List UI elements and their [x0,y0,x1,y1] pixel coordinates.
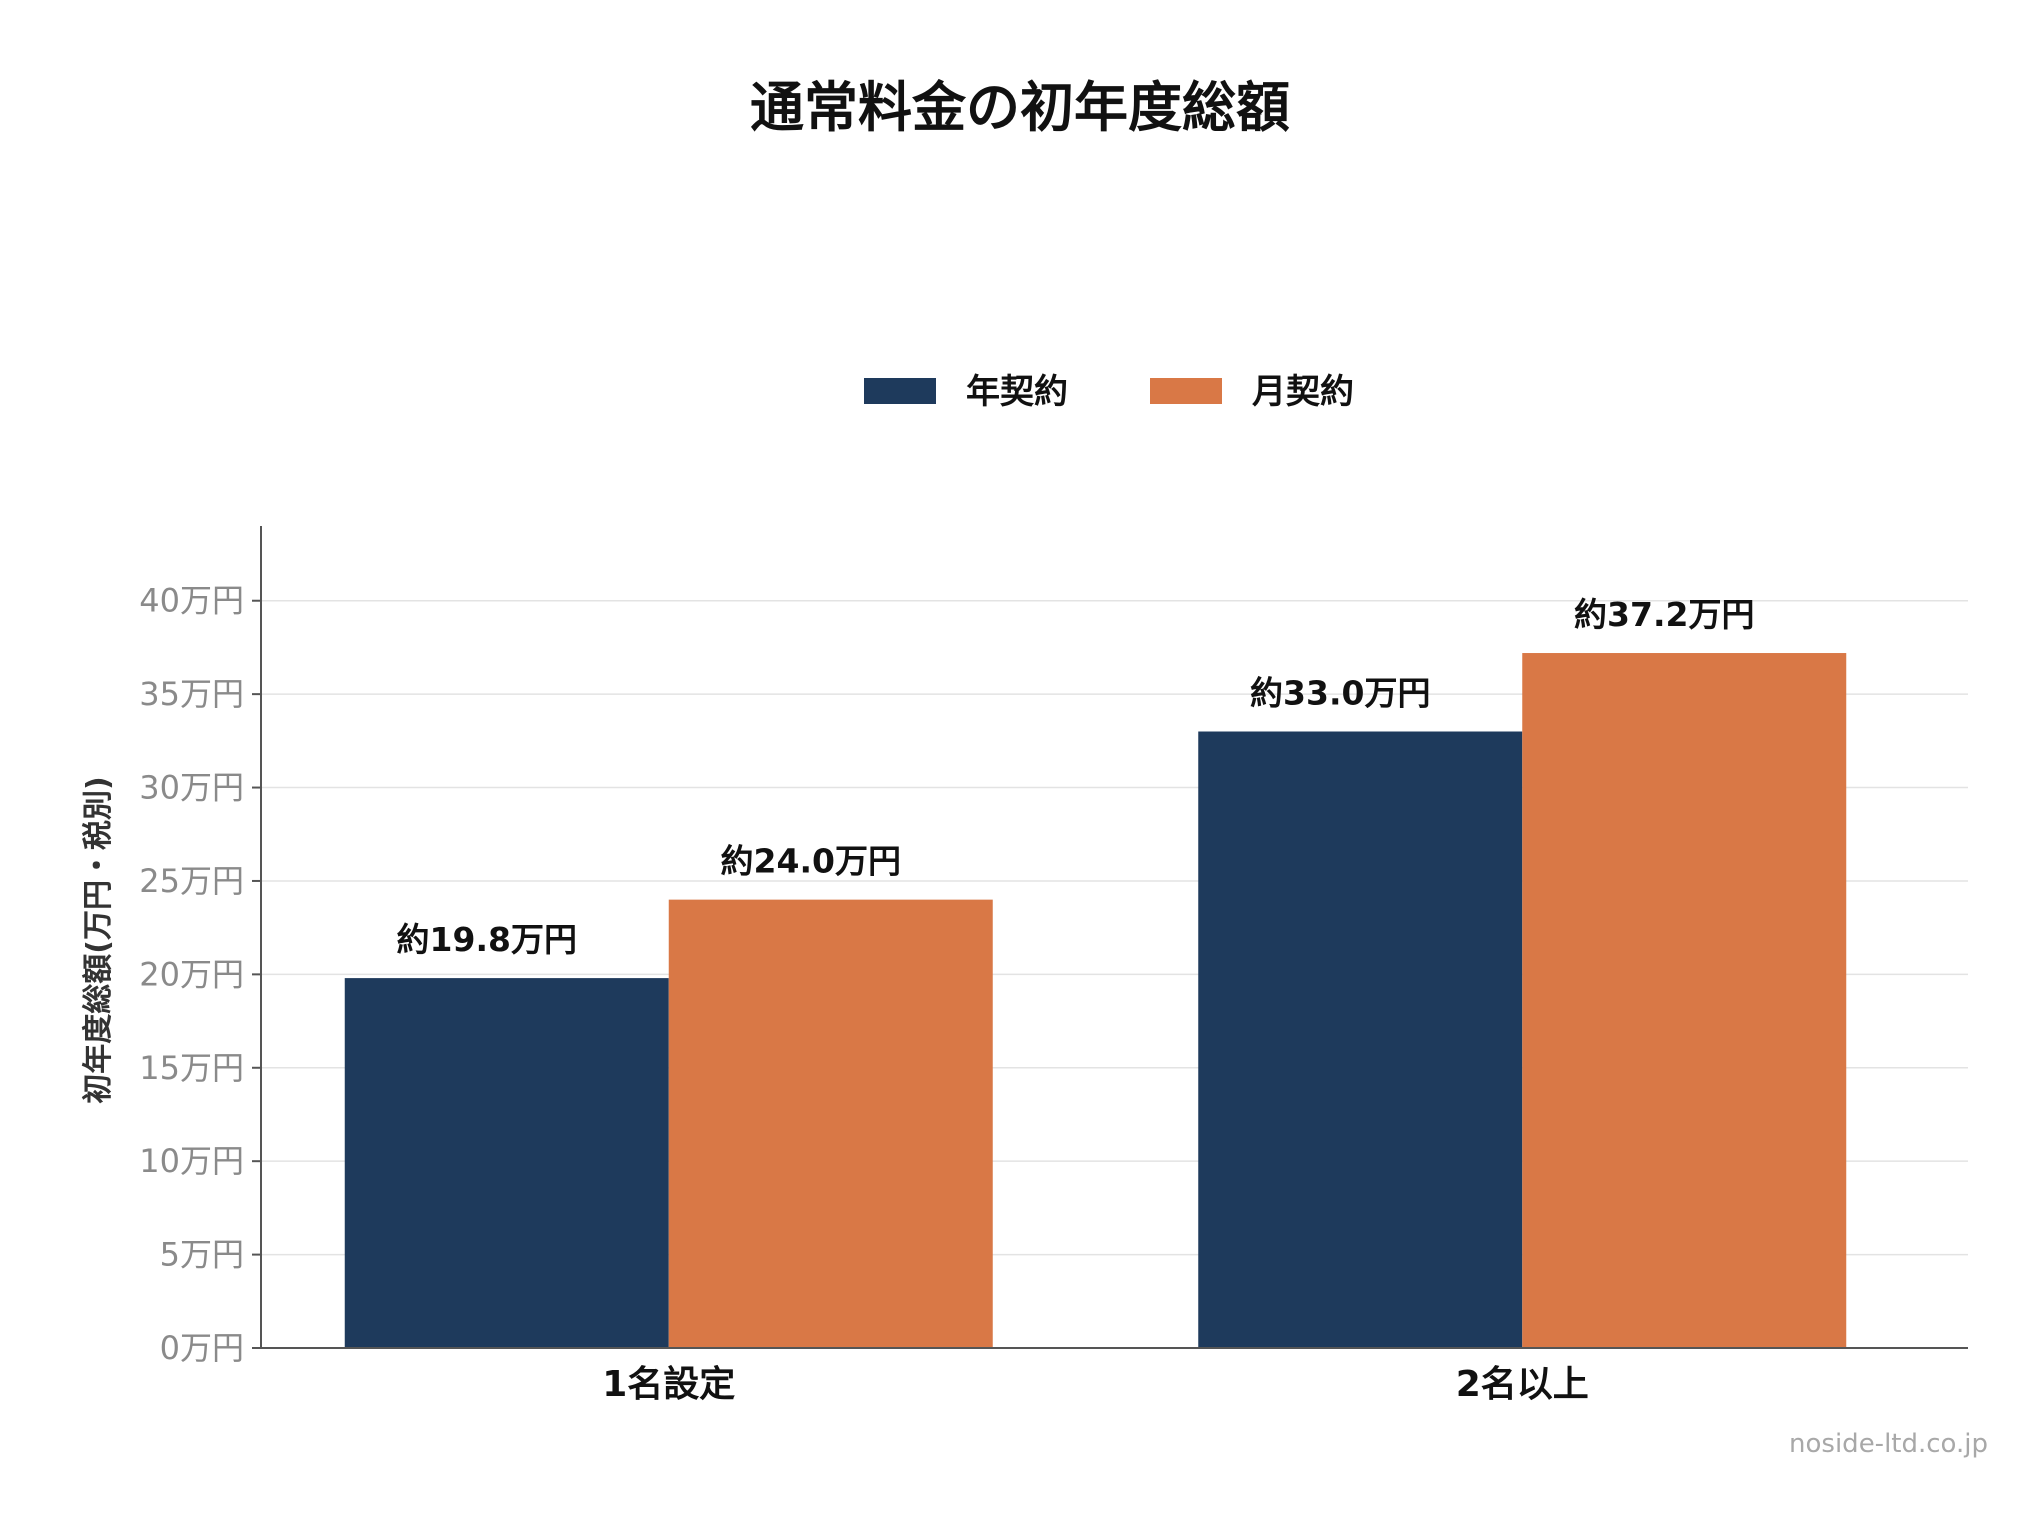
data-label: 約37.2万円 [1574,595,1754,634]
bar [1198,731,1523,1348]
data-label: 約33.0万円 [1250,674,1430,713]
data-label: 約19.8万円 [397,920,577,959]
y-tick-label: 35万円 [139,675,244,713]
data-label: 約24.0万円 [721,842,901,881]
legend-label-monthly: 月契約 [1252,372,1354,412]
y-axis-label: 初年度総額(万円・税別) [81,776,116,1103]
credit-text: noside-ltd.co.jp [1789,1429,1988,1459]
y-tick-label: 15万円 [139,1049,244,1087]
legend: 年契約 月契約 [864,372,1354,412]
y-tick-label: 30万円 [139,769,244,807]
y-axis-ticks: 0万円 5万円 10万円 15万円 20万円 25万円 30万円 35万円 40万円 [139,582,261,1367]
x-tick-label: 2名以上 [1456,1364,1589,1405]
legend-label-annual: 年契約 [966,372,1068,412]
y-tick-label: 5万円 [160,1236,244,1274]
y-tick-label: 20万円 [139,955,244,993]
x-tick-label: 1名設定 [602,1364,735,1405]
x-axis-ticks: 1名設定 2名以上 [602,1364,1589,1405]
legend-swatch-monthly [1150,378,1222,404]
bars [344,653,1847,1348]
y-tick-label: 10万円 [139,1142,244,1180]
y-tick-label: 25万円 [139,862,244,900]
bar [1522,653,1847,1348]
data-labels: 約19.8万円 約24.0万円 約33.0万円 約37.2万円 [397,595,1755,959]
chart-title: 通常料金の初年度総額 [750,76,1290,139]
y-tick-label: 40万円 [139,582,244,620]
legend-swatch-annual [864,378,936,404]
bar [344,978,669,1348]
y-tick-label: 0万円 [160,1329,244,1367]
bar [668,899,993,1348]
